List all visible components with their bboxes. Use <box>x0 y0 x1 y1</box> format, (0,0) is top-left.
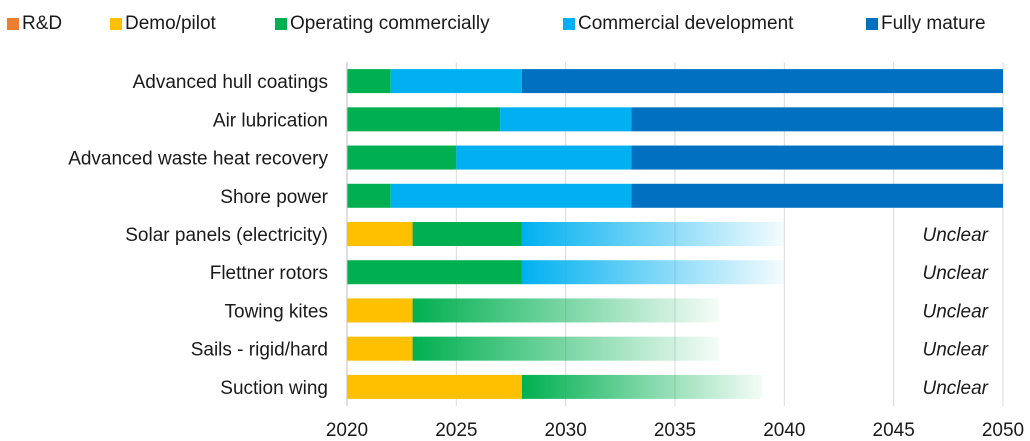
bar-segment-operating <box>412 222 522 246</box>
x-tick-label: 2025 <box>435 420 477 441</box>
bar-segment-development <box>390 69 522 94</box>
unclear-annotation: Unclear <box>923 225 989 246</box>
unclear-annotation: Unclear <box>923 340 989 361</box>
legend-label-operating: Operating commercially <box>290 13 490 34</box>
legend-label-rd: R&D <box>22 13 63 34</box>
category-label: Advanced hull coatings <box>133 72 328 93</box>
bar-segment-operating <box>347 107 501 132</box>
legend-item-rd: R&D <box>7 12 62 36</box>
x-tick-label: 2030 <box>545 420 587 441</box>
bar-segment-operating <box>347 260 522 285</box>
bar-segment-development <box>521 222 785 246</box>
bar-segment-development <box>456 145 632 170</box>
bar-segment-demo <box>347 336 413 361</box>
legend-label-mature: Fully mature <box>881 13 986 34</box>
category-label: Advanced waste heat recovery <box>68 149 328 170</box>
legend-swatch-mature <box>866 18 878 30</box>
legend-label-demo: Demo/pilot <box>125 13 216 34</box>
legend: R&D Demo/pilot Operating commercially Comme… <box>0 0 1030 44</box>
legend-label-development: Commercial development <box>578 13 794 34</box>
legend-item-mature: Fully mature <box>866 12 986 36</box>
legend-item-operating: Operating commercially <box>275 12 490 36</box>
bar-segment-development <box>500 107 632 132</box>
legend-item-demo: Demo/pilot <box>110 12 216 36</box>
bar-segment-operating <box>412 336 719 361</box>
bar-segment-mature <box>631 183 1003 208</box>
bar-segment-mature <box>631 107 1003 132</box>
bar-segment-operating <box>412 298 719 323</box>
bar-segment-demo <box>347 374 522 399</box>
legend-swatch-operating <box>275 18 287 30</box>
legend-swatch-demo <box>110 18 122 30</box>
legend-item-development: Commercial development <box>563 12 793 36</box>
x-tick-label: 2035 <box>654 420 696 441</box>
bar-segment-mature <box>631 145 1003 170</box>
x-tick-label: 2040 <box>763 420 805 441</box>
category-label: Solar panels (electricity) <box>125 225 328 246</box>
legend-swatch-development <box>563 18 575 30</box>
unclear-annotation: Unclear <box>923 378 989 399</box>
bar-segment-operating <box>521 374 763 399</box>
bar-segment-operating <box>347 69 391 94</box>
unclear-annotation: Unclear <box>923 301 989 322</box>
x-tick-label: 2045 <box>873 420 915 441</box>
legend-swatch-rd <box>7 18 19 30</box>
x-tick-label: 2020 <box>326 420 368 441</box>
unclear-annotation: Unclear <box>923 263 989 284</box>
bar-segment-operating <box>347 183 391 208</box>
category-label: Towing kites <box>225 301 329 322</box>
category-label: Air lubrication <box>213 110 328 131</box>
bar-segment-demo <box>347 298 413 323</box>
category-label: Flettner rotors <box>210 263 328 284</box>
bar-segment-demo <box>347 222 413 246</box>
bar-segment-development <box>521 260 785 285</box>
x-tick-label: 2050 <box>982 420 1024 441</box>
bar-segment-mature <box>521 69 1003 94</box>
bar-segment-operating <box>347 145 457 170</box>
category-label: Shore power <box>220 187 328 208</box>
category-label: Sails - rigid/hard <box>191 340 328 361</box>
category-label: Suction wing <box>220 378 328 399</box>
bar-segment-development <box>390 183 632 208</box>
